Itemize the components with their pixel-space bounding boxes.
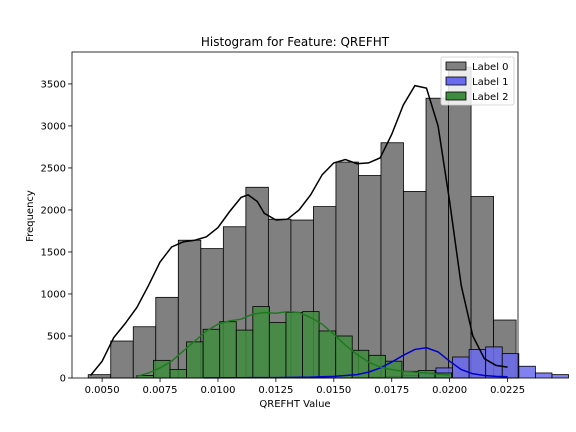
bar-label-2-9 [286,312,303,378]
bar-label-0-2 [133,327,156,378]
bar-label-1-21 [552,375,569,378]
x-tick-label: 0.0225 [490,385,525,396]
bar-label-2-2 [170,370,187,378]
y-tick-label: 0 [60,374,66,385]
chart-title: Histogram for Feature: QREFHT [201,35,390,49]
legend-swatch-label-1 [446,77,466,85]
x-tick-label: 0.0150 [316,385,351,396]
bar-label-2-3 [187,342,204,378]
bar-label-2-7 [253,307,270,378]
bar-label-1-19 [519,366,536,378]
bar-label-0-15 [426,98,449,378]
y-tick-label: 1000 [41,289,66,300]
x-tick-label: 0.0200 [432,385,467,396]
legend: Label 0 Label 1 Label 2 [441,57,514,105]
y-tick-label: 2500 [41,163,66,174]
bar-label-2-4 [203,329,220,378]
x-tick-label: 0.0075 [143,385,178,396]
bar-label-2-11 [319,331,336,378]
bar-label-2-5 [220,322,237,378]
y-tick-label: 3000 [41,121,66,132]
y-tick-label: 1500 [41,247,66,258]
x-tick-label: 0.0125 [258,385,293,396]
legend-label-label-1: Label 1 [472,77,509,88]
bar-label-0-12 [358,176,381,378]
x-tick-label: 0.0100 [200,385,235,396]
y-tick-label: 3500 [41,79,66,90]
y-axis-label: Frequency [25,190,36,242]
x-tick-label: 0.0175 [374,385,409,396]
bar-label-1-20 [535,373,552,378]
x-axis-label: QREFHT Value [259,399,330,410]
y-tick-label: 500 [47,331,66,342]
legend-swatch-label-2 [446,92,466,100]
bar-label-2-8 [269,323,286,378]
bar-label-0-1 [111,341,134,378]
bar-label-2-12 [336,336,353,378]
x-tick-label: 0.0050 [85,385,120,396]
bar-label-1-15 [453,357,470,378]
bar-label-1-18 [502,354,519,378]
bar-label-0-13 [381,143,404,378]
legend-label-label-0: Label 0 [472,62,509,73]
legend-label-label-2: Label 2 [472,92,509,103]
y-tick-label: 2000 [41,205,66,216]
bar-label-2-6 [236,330,253,378]
legend-swatch-label-0 [446,62,466,70]
bar-label-1-17 [486,347,503,378]
